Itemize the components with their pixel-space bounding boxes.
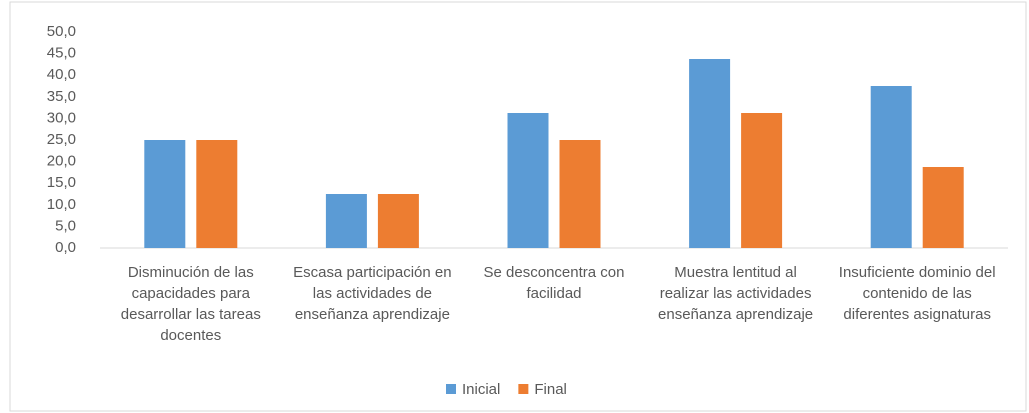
y-tick-label: 50,0 <box>47 23 76 40</box>
x-tick-label: Se desconcentra con facilidad <box>483 264 625 302</box>
y-tick-label: 0,0 <box>55 239 76 256</box>
y-tick-label: 15,0 <box>47 174 76 191</box>
x-tick-label: Escasa participación en las actividades … <box>293 264 452 323</box>
bar <box>741 113 783 248</box>
chart-border <box>9 1 1027 412</box>
y-tick-label: 5,0 <box>55 217 76 234</box>
bar <box>689 59 731 248</box>
bar <box>922 167 964 248</box>
x-tick-label: Muestra lentitud al realizar las activid… <box>658 264 814 323</box>
legend-label: Inicial <box>462 381 500 398</box>
bar <box>507 113 549 248</box>
y-tick-label: 30,0 <box>47 109 76 126</box>
bar <box>870 86 912 248</box>
bar <box>559 140 601 248</box>
legend-swatch <box>446 384 456 394</box>
x-tick-label: Insuficiente dominio del contenido de la… <box>838 264 996 323</box>
bar <box>144 140 186 248</box>
bar <box>377 194 419 248</box>
y-tick-label: 40,0 <box>47 66 76 83</box>
bar <box>196 140 238 248</box>
legend-swatch <box>518 384 529 394</box>
y-tick-label: 10,0 <box>47 196 76 213</box>
y-tick-label: 25,0 <box>47 131 76 148</box>
y-tick-label: 20,0 <box>47 153 76 170</box>
x-tick-label: Disminución de las capacidades para desa… <box>120 264 261 344</box>
y-tick-label: 35,0 <box>47 88 76 105</box>
y-tick-label: 45,0 <box>47 45 76 62</box>
bar <box>325 194 367 248</box>
legend-label: Final <box>534 381 567 398</box>
